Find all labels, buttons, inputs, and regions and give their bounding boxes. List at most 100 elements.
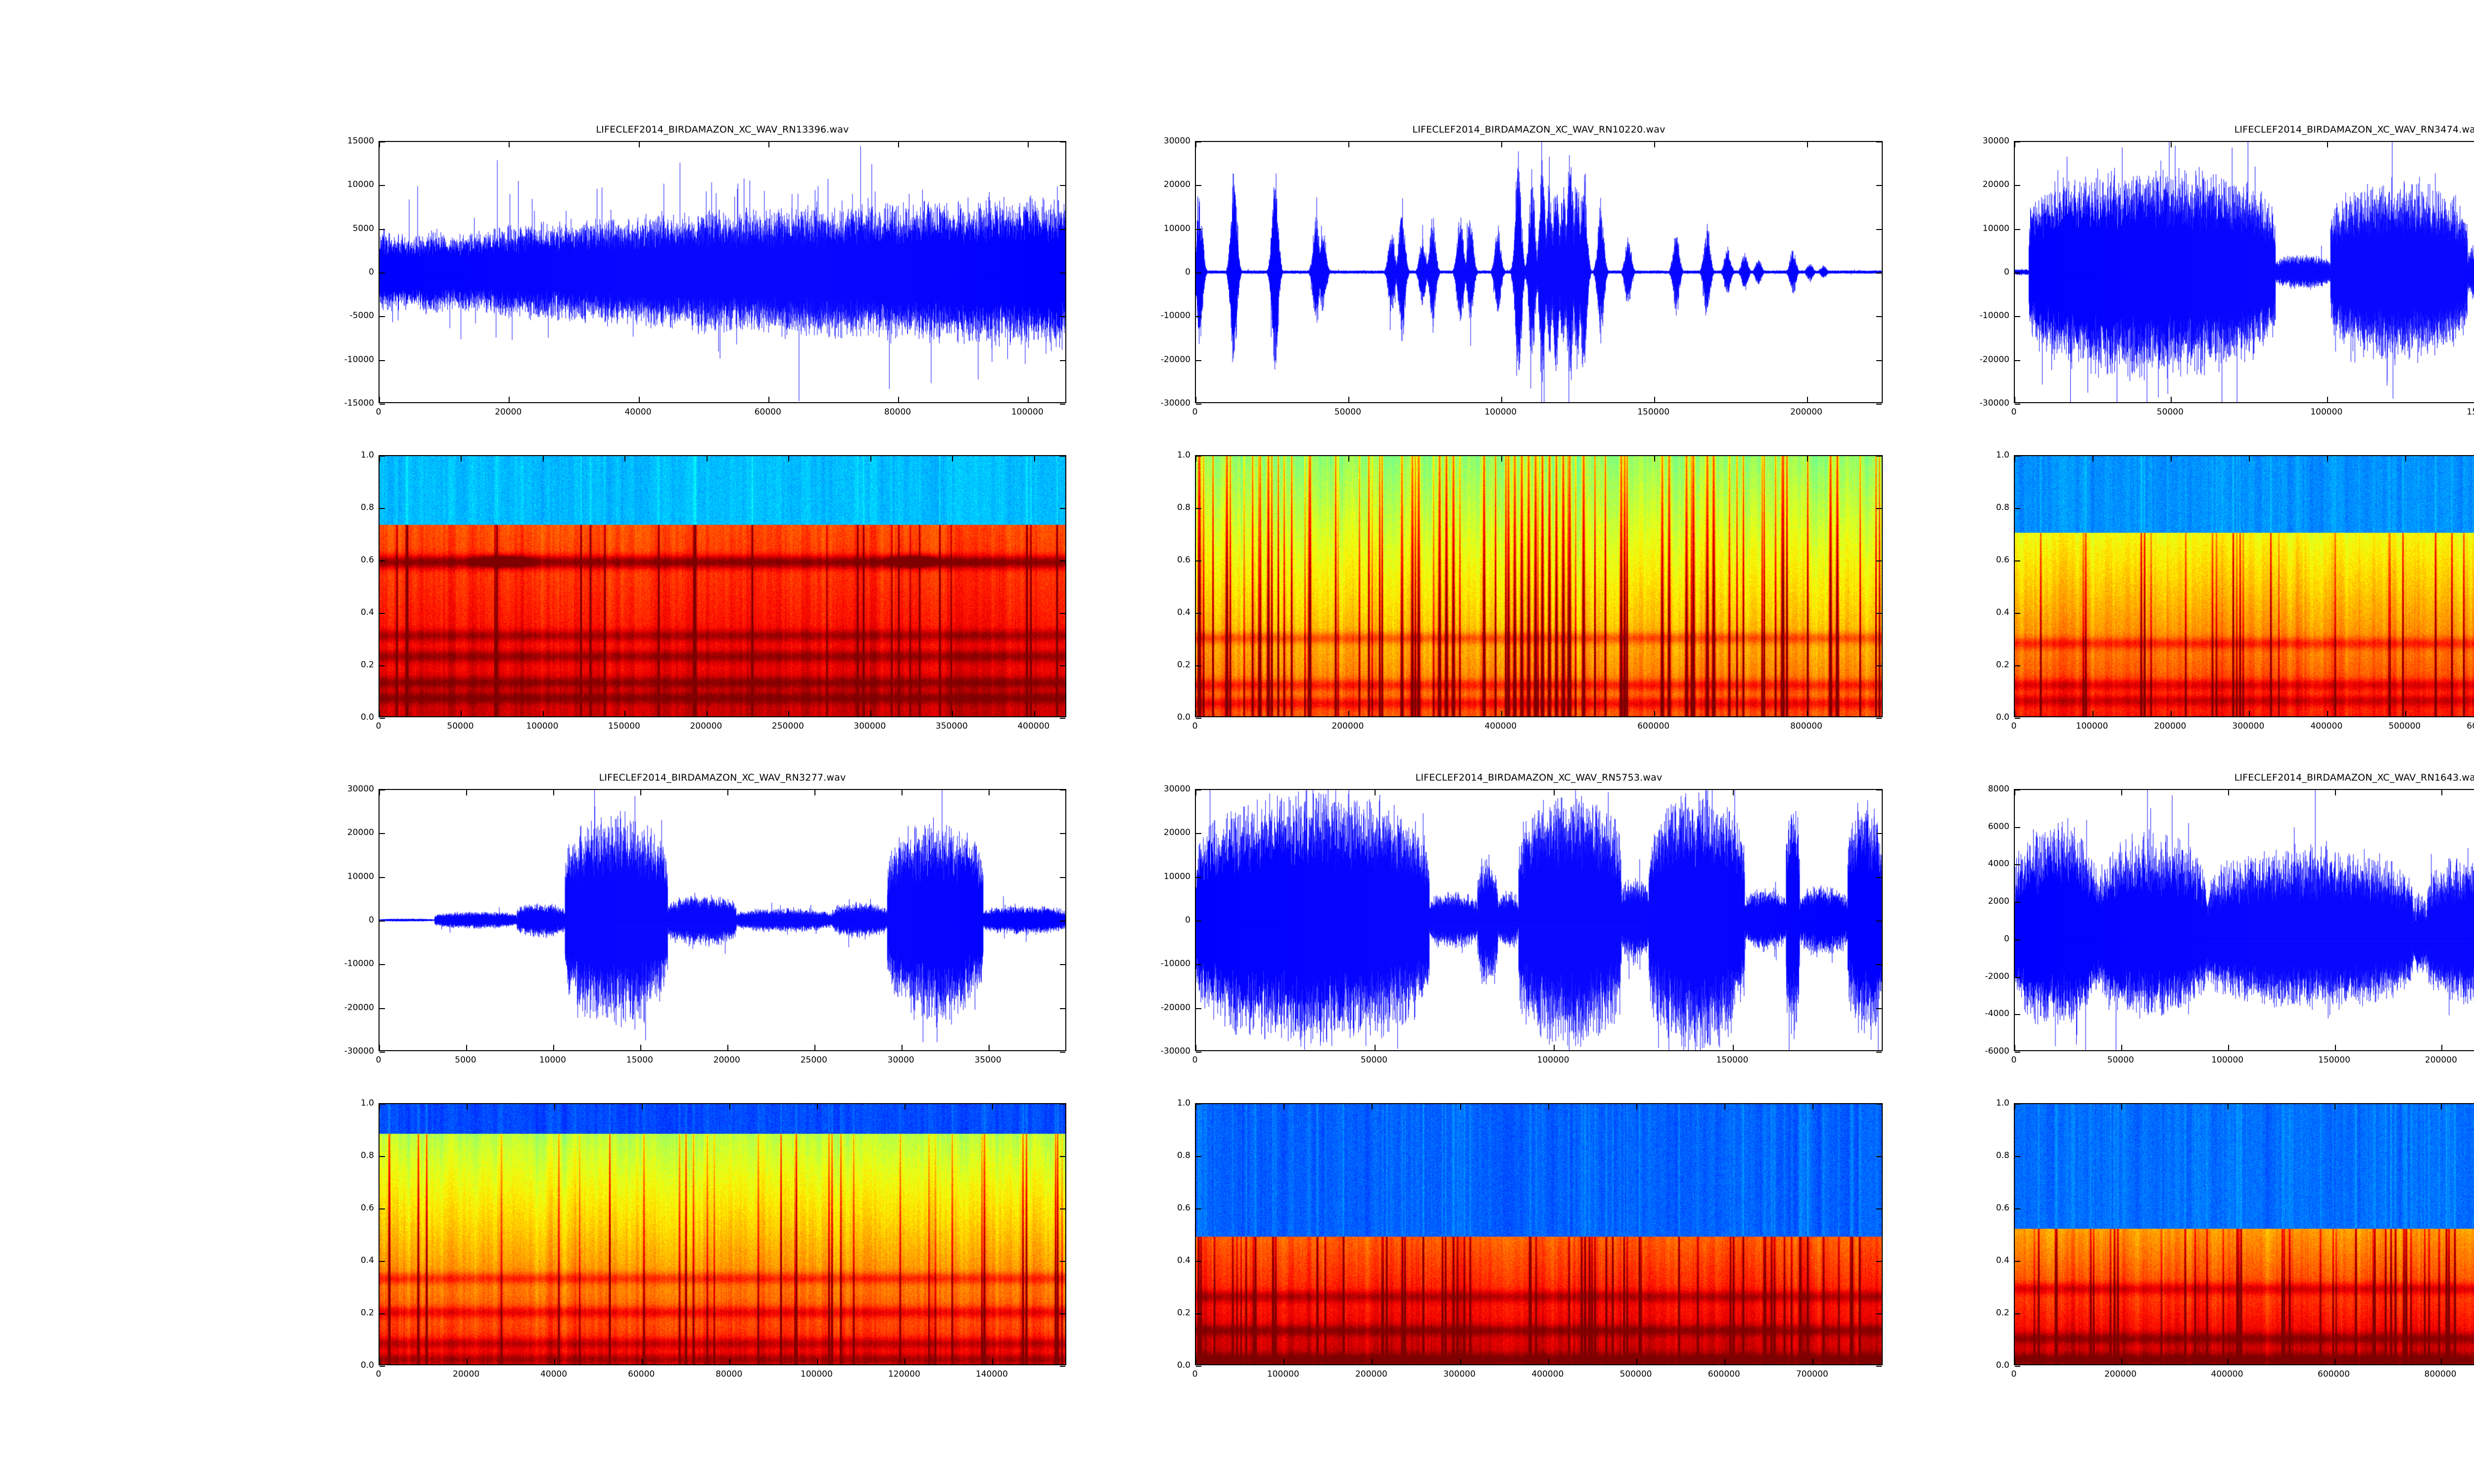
y-axis-tick-label: 0.0 [1177, 712, 1190, 722]
x-axis-tick-label: 200000 [1355, 1369, 1387, 1379]
y-axis-tick-mark [380, 1008, 385, 1009]
x-axis-tick-mark [2228, 1045, 2229, 1050]
plot-panel-spec-1: 0 50000 100000 150000 200000 250000 300000 3500… [361, 450, 1066, 731]
x-axis-tick-mark-top [1636, 1104, 1638, 1110]
x-axis-tick-mark-top [1348, 142, 1349, 147]
x-axis-tick-label: 300000 [1443, 1369, 1476, 1379]
x-axis-tick-label: 0 [1192, 407, 1198, 417]
x-axis-tick-mark-top [1460, 1104, 1461, 1110]
x-axis-tick-mark [1807, 711, 1808, 716]
x-axis-tick-mark-top [2327, 142, 2328, 147]
x-axis-tick-label: 200000 [1332, 721, 1364, 731]
x-axis-tick-mark [1195, 711, 1196, 716]
x-axis-tick-mark-top [788, 456, 790, 462]
y-axis-tick-mark [1196, 789, 1201, 790]
plot-panel-wave-3: LIFECLEF2014_BIRDAMAZON_XC_WAV_RN3474.wa… [1980, 124, 2474, 417]
y-axis-tick-mark-right [1060, 877, 1065, 878]
x-axis-tick-mark-top [1195, 790, 1196, 795]
y-axis-tick-mark-right [1876, 718, 1882, 719]
y-axis-tick-label: 0.2 [360, 1308, 374, 1318]
x-axis-tick-mark-top [727, 790, 728, 795]
y-axis-tick-mark [1196, 1208, 1201, 1209]
y-axis-tick-mark [2015, 1052, 2020, 1053]
x-axis-tick-label: 0 [2011, 1369, 2017, 1379]
x-axis-tick-mark-top [642, 1104, 643, 1110]
x-axis-tick-mark [1654, 711, 1655, 716]
x-axis-tick-mark [817, 1359, 818, 1364]
x-axis-tick-label: 600000 [2467, 721, 2474, 731]
x-axis-tick-mark-top [2441, 1104, 2442, 1110]
y-axis-tick-mark [1196, 1261, 1201, 1262]
y-axis-tick-mark-right [1876, 1208, 1882, 1209]
y-axis-tick-mark [2015, 456, 2020, 457]
y-axis-tick-mark-right [1060, 404, 1065, 405]
y-axis-tick-mark [380, 456, 385, 457]
x-axis-tick-label: 120000 [888, 1369, 920, 1379]
y-axis-tick-label: 0.6 [1996, 1203, 2009, 1213]
plot-panel-spec-6: 0200000400000600000800000100000012000000… [1996, 1098, 2474, 1379]
plot-axes-area [2014, 789, 2474, 1053]
x-axis-tick-label: 700000 [1796, 1369, 1828, 1379]
y-axis-tick-label: 0 [369, 267, 374, 277]
x-axis-tick-label: 60000 [628, 1369, 655, 1379]
y-axis-tick-mark [380, 1052, 385, 1053]
x-axis-tick-mark [1548, 1359, 1549, 1364]
x-axis-tick-mark-top [2121, 1104, 2122, 1110]
y-axis-tick-label: -10000 [344, 959, 374, 969]
x-axis-tick-mark [379, 397, 380, 402]
plot-title: LIFECLEF2014_BIRDAMAZON_XC_WAV_RN10220.w… [1412, 124, 1665, 135]
y-axis-tick-label: 0 [2004, 933, 2009, 944]
y-axis-tick-mark [2015, 1261, 2020, 1262]
y-axis-tick-mark-right [1876, 1313, 1882, 1314]
y-axis-tick-mark [2015, 939, 2020, 940]
y-axis-tick-mark [2015, 1366, 2020, 1367]
x-axis-tick-label: 150000 [1716, 1055, 1749, 1065]
y-axis-tick-label: 1.0 [1177, 1098, 1190, 1108]
x-axis-tick-label: 200000 [2154, 721, 2187, 731]
x-axis-tick-mark [2334, 1045, 2336, 1050]
x-axis-tick-mark [2170, 397, 2172, 402]
x-axis-tick-mark [1374, 1045, 1376, 1050]
y-axis-tick-label: 2000 [1988, 896, 2009, 907]
x-axis-tick-mark [1028, 397, 1029, 402]
x-axis-tick-mark-top [2334, 790, 2336, 795]
y-axis-tick-mark-right [1060, 229, 1065, 230]
x-axis-tick-label: 0 [2011, 721, 2017, 731]
plot-panel-wave-2: LIFECLEF2014_BIRDAMAZON_XC_WAV_RN10220.w… [1161, 124, 1883, 417]
y-axis-tick-mark [1196, 1156, 1201, 1157]
x-axis-tick-mark [1348, 397, 1349, 402]
y-axis-tick-label: 4000 [1988, 859, 2009, 869]
x-axis-tick-mark-top [1195, 142, 1196, 147]
x-axis-tick-mark-top [1501, 456, 1502, 462]
x-axis-tick-mark-top [379, 790, 380, 795]
y-axis-tick-label: 30000 [1163, 784, 1190, 794]
plot-axes-area [379, 141, 1066, 405]
x-axis-tick-mark-top [729, 1104, 731, 1110]
y-axis-tick-mark [2015, 1104, 2020, 1105]
x-axis-tick-mark-top [1374, 790, 1376, 795]
x-axis-tick-mark [466, 1045, 467, 1050]
y-axis-tick-mark-right [1060, 789, 1065, 790]
y-axis-tick-mark [2015, 316, 2020, 318]
x-axis-tick-mark [2228, 1359, 2229, 1364]
x-axis-tick-label: 0 [376, 1369, 381, 1379]
x-axis-tick-label: 0 [1192, 1369, 1198, 1379]
plot-panel-spec-4: 0 20000 40000 60000 80000 100000 120000 140000 0… [361, 1098, 1066, 1379]
y-axis-tick-mark [2015, 789, 2020, 790]
y-axis-tick-label: 0.8 [1177, 1151, 1190, 1160]
x-axis-tick-label: 80000 [884, 407, 911, 417]
y-axis-tick-mark [2015, 360, 2020, 361]
x-axis-tick-mark [640, 1045, 641, 1050]
x-axis-tick-mark [729, 1359, 731, 1364]
x-axis-tick-mark-top [2014, 142, 2015, 147]
x-axis-tick-label: 0 [376, 407, 381, 417]
y-axis-tick-mark-right [1876, 229, 1882, 230]
y-axis-tick-mark-right [1060, 560, 1065, 561]
y-axis-tick-mark [380, 877, 385, 878]
x-axis-tick-label: 50000 [2107, 1055, 2134, 1065]
x-axis-tick-mark-top [379, 1104, 380, 1110]
y-axis-tick-mark [1196, 613, 1201, 614]
x-axis-tick-label: 20000 [713, 1055, 740, 1065]
y-axis-tick-label: -10000 [1160, 959, 1190, 969]
x-axis-tick-mark [788, 711, 790, 716]
